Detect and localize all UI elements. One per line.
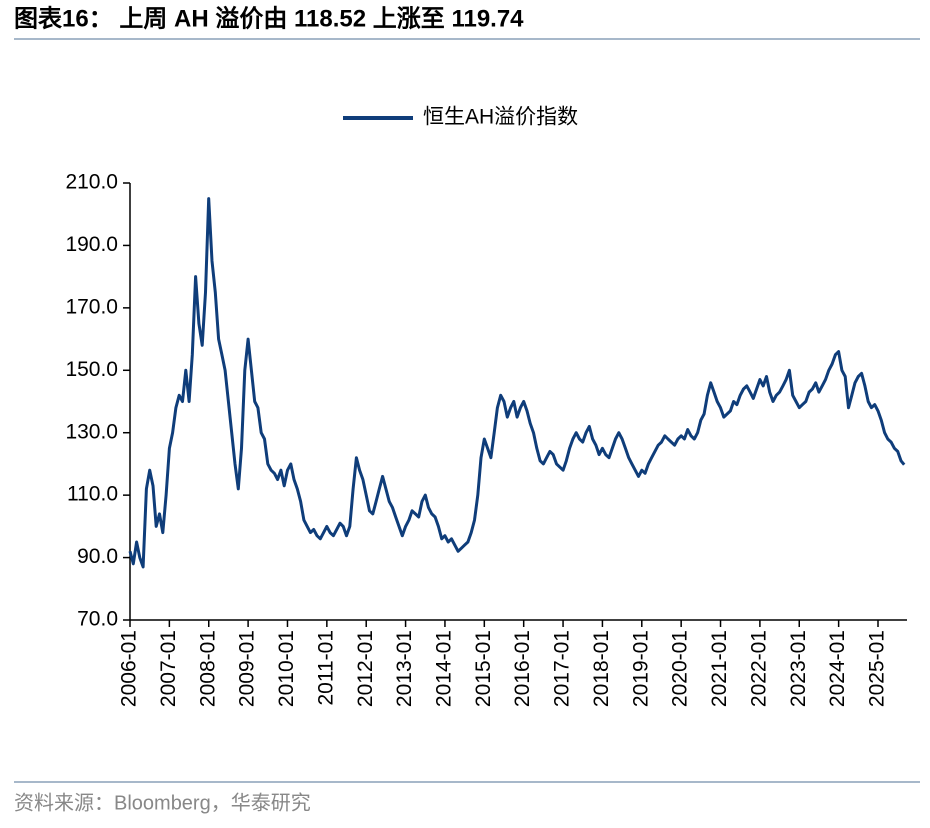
- y-tick-label: 210.0: [65, 171, 118, 194]
- x-tick-label: 2015-01: [472, 630, 495, 707]
- x-tick-label: 2008-01: [196, 630, 219, 707]
- x-tick-label: 2019-01: [629, 630, 652, 707]
- y-tick-label: 190.0: [65, 233, 118, 256]
- x-tick-label: 2025-01: [866, 630, 889, 707]
- x-tick-label: 2006-01: [118, 630, 141, 707]
- x-tick-label: 2020-01: [669, 630, 692, 707]
- x-tick-label: 2012-01: [354, 630, 377, 707]
- chart-title: 图表16： 上周 AH 溢价由 118.52 上涨至 119.74: [14, 4, 524, 32]
- x-tick-label: 2021-01: [708, 630, 731, 707]
- legend-label: 恒生AH溢价指数: [423, 106, 578, 129]
- y-tick-label: 110.0: [67, 483, 118, 506]
- y-tick-label: 90.0: [77, 545, 118, 568]
- y-tick-label: 130.0: [65, 420, 118, 443]
- source: 资料来源：Bloomberg，华泰研究: [14, 791, 311, 814]
- series-line: [128, 197, 906, 569]
- x-tick-label: 2010-01: [275, 630, 298, 707]
- x-tick-label: 2011-01: [314, 630, 337, 706]
- x-tick-label: 2016-01: [511, 630, 534, 707]
- x-tick-label: 2009-01: [236, 630, 259, 707]
- x-tick-label: 2022-01: [747, 630, 770, 707]
- x-tick-label: 2007-01: [157, 630, 180, 707]
- y-tick-label: 170.0: [65, 295, 118, 318]
- x-tick-label: 2018-01: [590, 630, 613, 707]
- y-tick-label: 70.0: [77, 608, 118, 631]
- x-tick-label: 2024-01: [826, 630, 849, 707]
- x-tick-label: 2023-01: [787, 630, 810, 707]
- x-tick-label: 2013-01: [393, 630, 416, 707]
- x-tick-label: 2014-01: [432, 630, 455, 707]
- x-tick-label: 2017-01: [551, 630, 574, 707]
- y-tick-label: 150.0: [65, 358, 118, 381]
